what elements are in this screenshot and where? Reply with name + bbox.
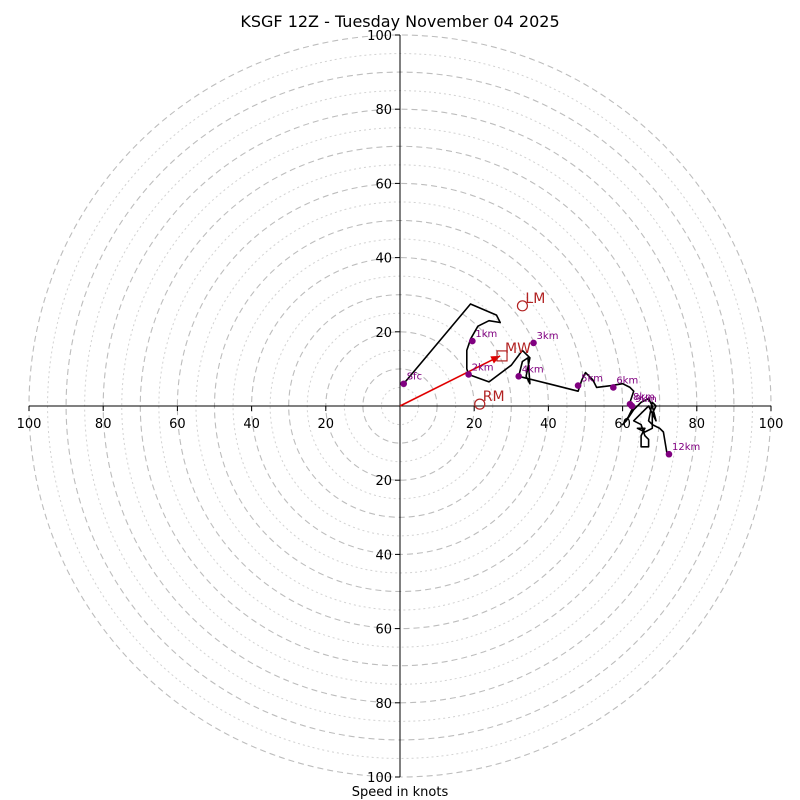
tick-label-top-20: 20: [375, 326, 392, 341]
tick-label-right-20: 20: [466, 417, 483, 432]
storm-motion-markers: LM MW RM: [474, 291, 545, 410]
tick-label-bottom-40: 40: [375, 548, 392, 563]
height-marker-9km: [628, 402, 636, 410]
tick-label-bottom-80: 80: [375, 697, 392, 712]
height-marker-sfc: [400, 380, 408, 388]
storm-motion-label-lm: LM: [525, 291, 545, 307]
height-marker-3km: [530, 339, 537, 347]
tick-label-top-100: 100: [367, 29, 392, 44]
storm-motion-marker-mw: [496, 350, 508, 362]
tick-label-right-40: 40: [540, 417, 557, 432]
height-label-4km: 4km: [522, 364, 544, 375]
x-axis-label: Speed in knots: [352, 785, 449, 800]
axis-ticks: 20 40 60 80 10020406080100204060801002040608…: [17, 29, 784, 786]
height-label-8km: 8km: [633, 392, 655, 403]
mean-wind-arrow-shaft: [399, 355, 501, 407]
tick-label-bottom-20: 20: [375, 474, 392, 489]
tick-label-left-100: 100: [17, 417, 42, 432]
storm-motion-label-rm: RM: [483, 389, 505, 405]
height-marker-5km: [574, 382, 582, 389]
height-label-sfc: Sfc: [407, 372, 422, 383]
height-label-2km: 2km: [472, 362, 494, 373]
tick-label-bottom-60: 60: [375, 623, 392, 638]
tick-label-top-40: 40: [375, 252, 392, 267]
tick-label-left-80: 80: [95, 417, 112, 432]
chart-title: KSGF 12Z - Tuesday November 04 2025: [240, 12, 559, 31]
height-label-9km: 9km: [635, 394, 657, 405]
tick-label-bottom-100: 100: [367, 771, 392, 786]
tick-label-top-60: 60: [375, 177, 392, 192]
height-label-5km: 5km: [581, 374, 603, 385]
mean-wind-arrow-head: [490, 355, 501, 364]
storm-motion-marker-rm: [474, 398, 486, 410]
height-label-1km: 1km: [475, 329, 497, 340]
height-label-3km: 3km: [537, 331, 559, 342]
storm-motion-label-mw: MW: [505, 341, 531, 357]
tick-label-top-80: 80: [375, 103, 392, 118]
height-label-6km: 6km: [616, 375, 638, 386]
tick-label-left-20: 20: [318, 417, 335, 432]
tick-label-right-80: 80: [689, 417, 706, 432]
height-marker-12km: [665, 450, 673, 458]
tick-label-left-60: 60: [169, 417, 186, 432]
height-marker-6km: [610, 384, 617, 391]
height-marker-2km: [465, 371, 472, 378]
mean-wind-vector: [399, 355, 501, 407]
tick-label-right-100: 100: [759, 417, 784, 432]
tick-label-left-40: 40: [243, 417, 260, 432]
height-marker-4km: [515, 373, 523, 380]
height-marker-1km: [469, 337, 476, 345]
height-label-12km: 12km: [672, 442, 700, 453]
storm-motion-marker-lm: [516, 300, 529, 312]
